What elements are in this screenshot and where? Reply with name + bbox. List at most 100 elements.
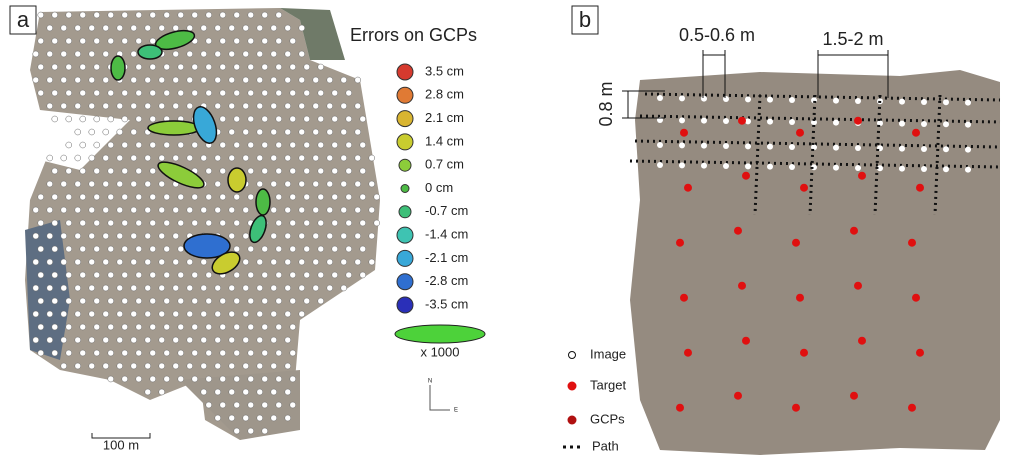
image-point — [228, 414, 236, 422]
image-point — [298, 76, 306, 84]
image-point — [60, 232, 68, 240]
image-point — [149, 297, 157, 305]
image-point — [921, 145, 927, 152]
image-point — [214, 388, 222, 396]
image-point — [102, 336, 110, 344]
scale-factor: x 1000 — [420, 344, 459, 359]
image-point — [270, 414, 278, 422]
image-point — [284, 76, 292, 84]
image-point — [745, 143, 751, 150]
image-point — [303, 193, 311, 201]
image-point — [102, 310, 110, 318]
image-point — [214, 102, 222, 110]
image-point — [261, 271, 269, 279]
image-point — [102, 284, 110, 292]
path-line — [933, 94, 942, 216]
image-point — [214, 362, 222, 370]
image-point — [284, 154, 292, 162]
image-point — [345, 141, 353, 149]
image-point — [303, 219, 311, 227]
image-point — [144, 102, 152, 110]
image-point — [163, 193, 171, 201]
image-point — [317, 115, 325, 123]
target — [800, 348, 808, 357]
image-point — [172, 206, 180, 214]
legend-label: GCPs — [590, 411, 625, 426]
image-point — [205, 167, 213, 175]
legend-swatch — [396, 110, 414, 128]
legend-label: -2.8 cm — [425, 273, 468, 288]
image-point — [191, 375, 199, 383]
image-point — [275, 63, 283, 71]
target — [792, 238, 800, 247]
image-point — [149, 115, 157, 123]
image-point — [354, 102, 362, 110]
image-point — [158, 258, 166, 266]
image-point — [965, 99, 971, 106]
image-point — [373, 219, 381, 227]
image-point — [921, 165, 927, 172]
image-point — [289, 349, 297, 357]
image-point — [130, 50, 138, 58]
image-point — [158, 336, 166, 344]
image-point — [899, 120, 905, 127]
image-point — [214, 310, 222, 318]
image-point — [219, 401, 227, 409]
image-point — [186, 76, 194, 84]
target — [676, 238, 684, 247]
image-point — [242, 388, 250, 396]
image-point — [130, 76, 138, 84]
image-point — [116, 284, 124, 292]
image-point — [317, 297, 325, 305]
image-point — [228, 336, 236, 344]
image-point — [312, 128, 320, 136]
image-point — [107, 349, 115, 357]
image-point — [219, 375, 227, 383]
image-point — [331, 193, 339, 201]
image-point — [88, 258, 96, 266]
image-point — [242, 232, 250, 240]
image-point — [312, 154, 320, 162]
image-point — [205, 63, 213, 71]
image-point — [191, 11, 199, 19]
legend-swatch — [398, 205, 412, 219]
image-point — [32, 310, 40, 318]
image-point — [331, 219, 339, 227]
image-point — [340, 102, 348, 110]
image-point — [149, 37, 157, 45]
error-ellipse — [137, 44, 163, 60]
image-point — [130, 232, 138, 240]
image-point — [242, 336, 250, 344]
error-ellipse — [192, 106, 218, 144]
image-point — [899, 165, 905, 172]
legend: Image Target GCPs Path — [563, 346, 627, 453]
image-point — [51, 63, 59, 71]
image-point — [256, 128, 264, 136]
image-point — [354, 232, 362, 240]
image-point — [340, 128, 348, 136]
image-point — [74, 310, 82, 318]
image-point — [219, 219, 227, 227]
image-point — [93, 349, 101, 357]
image-point — [331, 167, 339, 175]
image-point — [270, 310, 278, 318]
image-point — [247, 37, 255, 45]
image-point — [289, 297, 297, 305]
image-point — [74, 128, 82, 136]
image-point — [102, 206, 110, 214]
error-ellipse — [157, 161, 205, 189]
image-point — [200, 362, 208, 370]
image-point — [116, 232, 124, 240]
image-point — [298, 232, 306, 240]
image-point — [965, 146, 971, 153]
target — [734, 226, 742, 235]
image-point — [303, 89, 311, 97]
image-point — [247, 63, 255, 71]
image-point — [289, 271, 297, 279]
image-point — [130, 258, 138, 266]
image-point — [317, 193, 325, 201]
image-point — [158, 180, 166, 188]
image-point — [32, 336, 40, 344]
image-point — [247, 323, 255, 331]
legend: 3.5 cm 2.8 cm 2.1 cm 1.4 cm 0.7 cm 0 cm -0.7 c… — [396, 63, 468, 314]
